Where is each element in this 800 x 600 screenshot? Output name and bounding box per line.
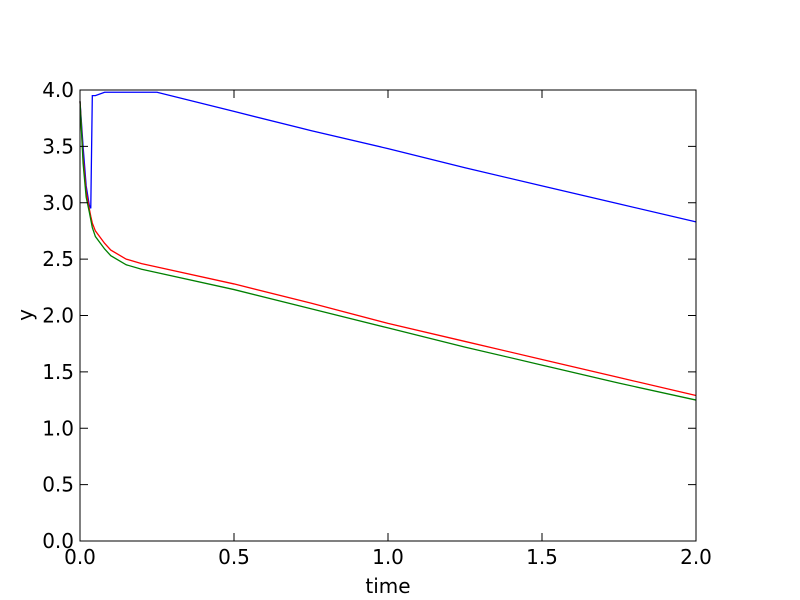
- x-axis-label: time: [365, 574, 410, 598]
- x-tick-label: 1.0: [372, 545, 404, 569]
- y-tick-label: 2.5: [42, 247, 74, 271]
- x-tick-label: 1.5: [526, 545, 558, 569]
- y-axis-label: y: [13, 309, 37, 321]
- y-tick-label: 1.0: [42, 416, 74, 440]
- x-tick-label: 0.5: [218, 545, 250, 569]
- y-tick-label: 4.0: [42, 78, 74, 102]
- y-tick-label: 2.0: [42, 304, 74, 328]
- data-line: [79, 101, 697, 401]
- y-tick-label: 3.0: [42, 191, 74, 215]
- x-tick-label: 2.0: [680, 545, 712, 569]
- y-tick-label: 3.5: [42, 134, 74, 158]
- data-line: [79, 101, 697, 397]
- x-tick-label: 0.0: [64, 545, 96, 569]
- y-tick-label: 0.5: [42, 473, 74, 497]
- y-tick-label: 0.0: [42, 529, 74, 553]
- y-tick-label: 1.5: [42, 360, 74, 384]
